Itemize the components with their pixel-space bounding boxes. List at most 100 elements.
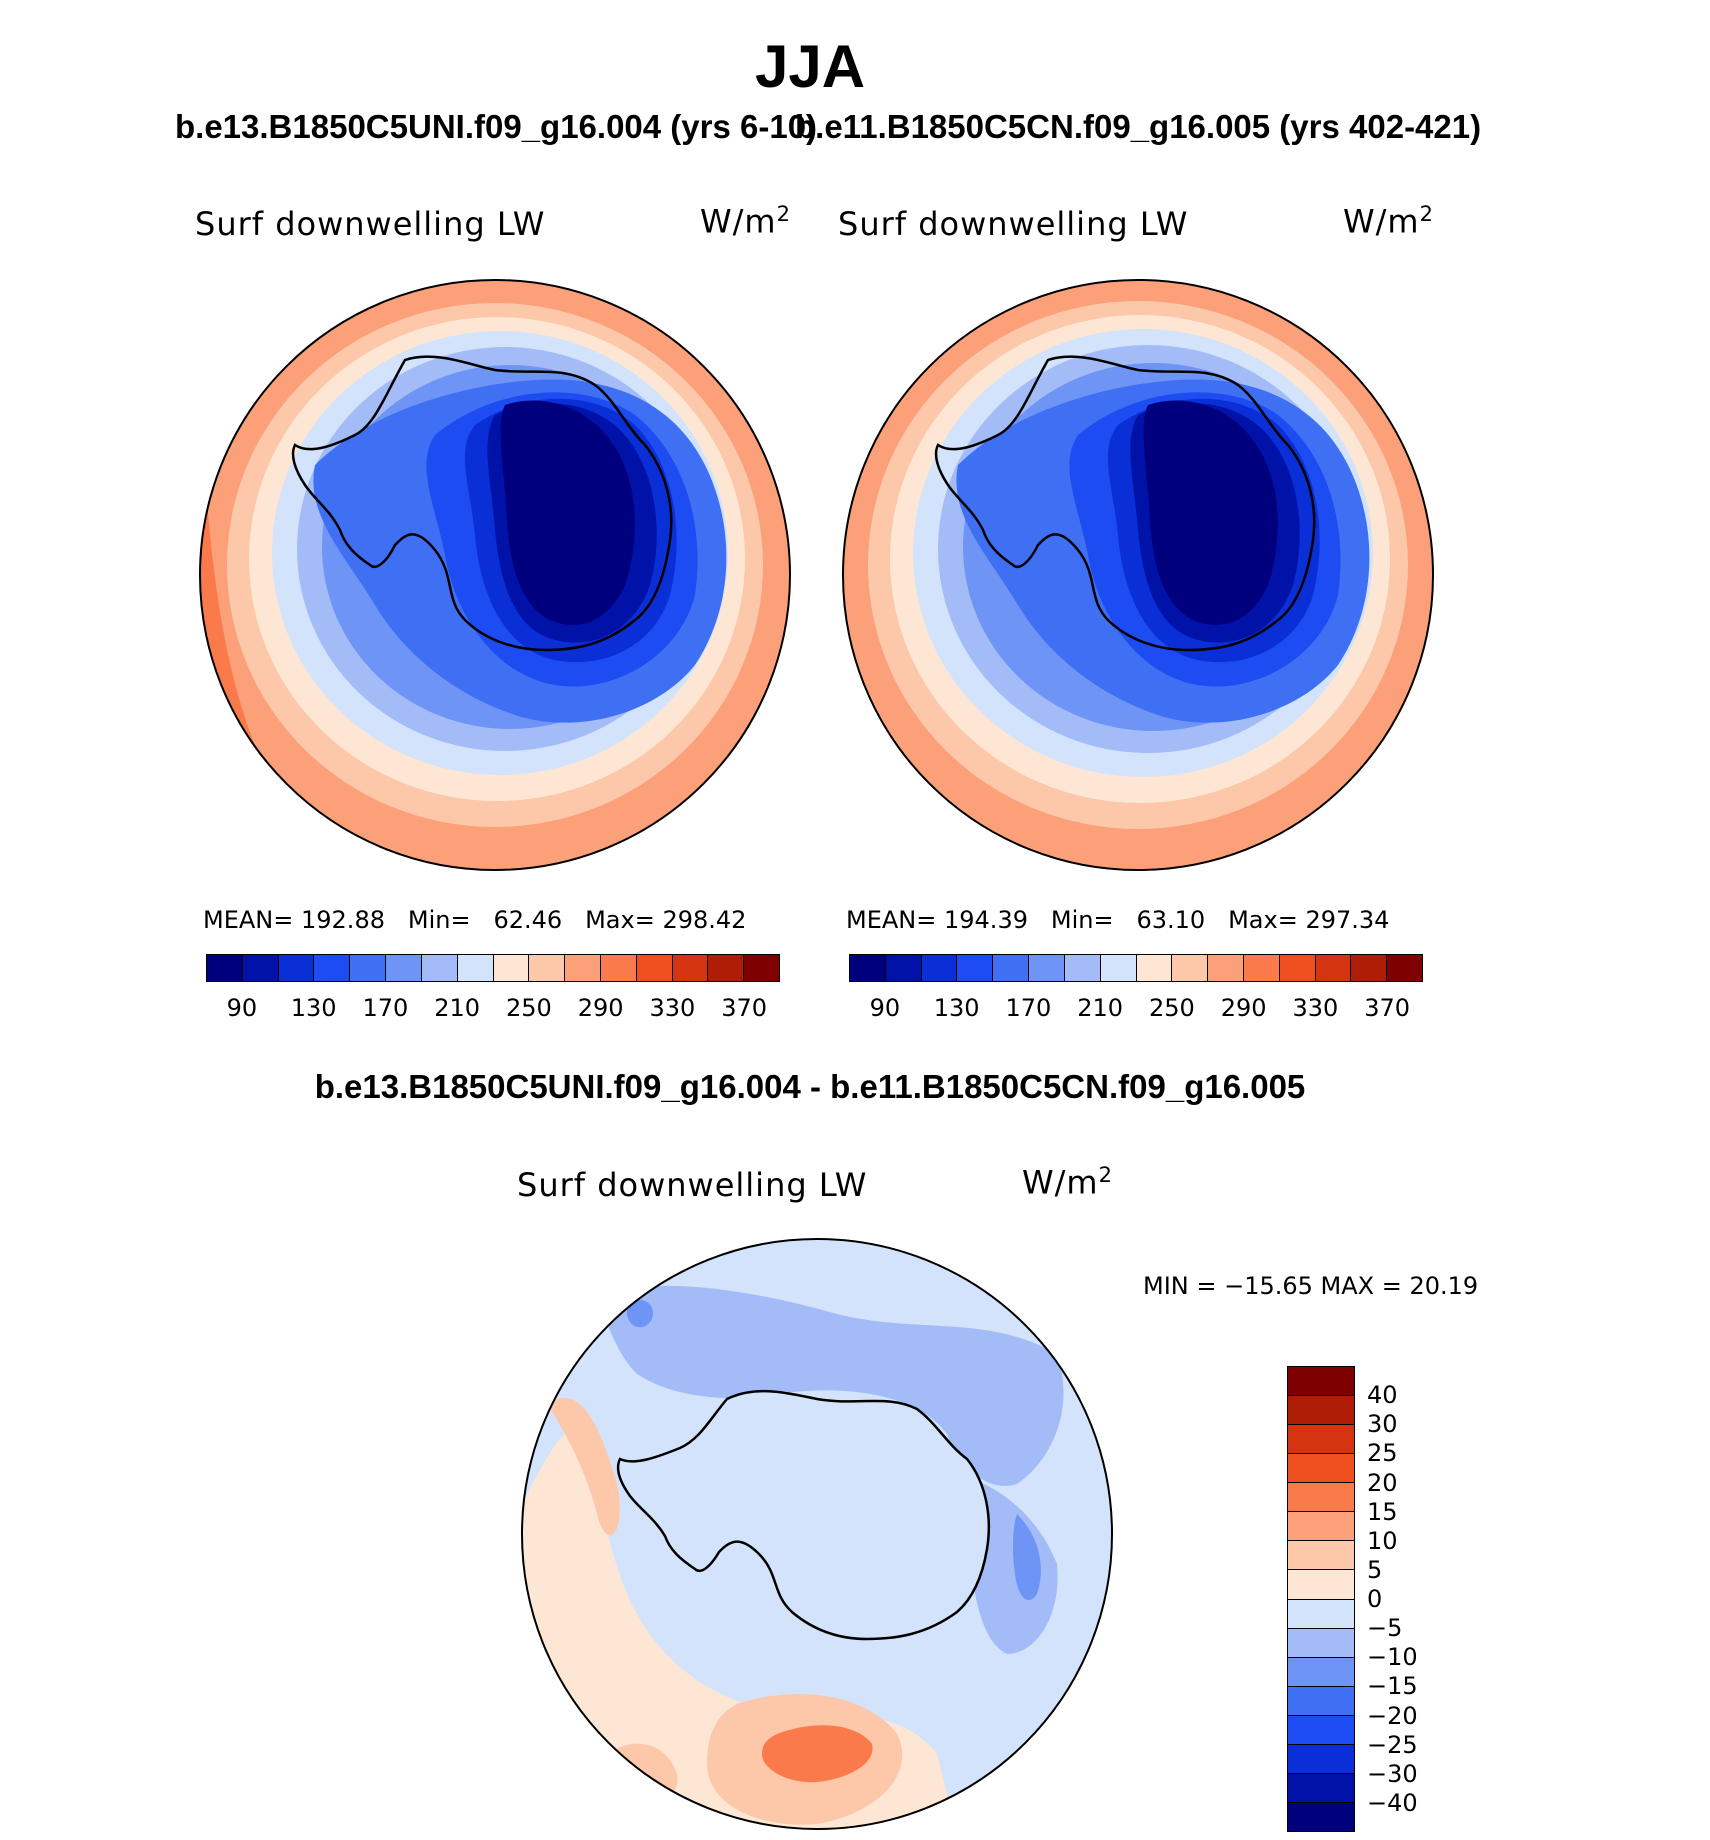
left-map-border <box>199 279 791 871</box>
right-map <box>842 279 1434 871</box>
diff-colorbar-swatch <box>1288 1454 1354 1484</box>
diff-colorbar-tick-label: −10 <box>1367 1643 1418 1672</box>
right-colorbar-swatch <box>993 955 1030 981</box>
left-colorbar-tick-label: 330 <box>649 994 696 1022</box>
diff-map-pos-5-10-west <box>547 1397 620 1536</box>
right-colorbar-swatch <box>850 955 886 981</box>
right-colorbar-swatch <box>1100 955 1137 981</box>
diff-colorbar-tick-label: 5 <box>1367 1555 1383 1584</box>
diff-colorbar-swatch <box>1288 1396 1354 1426</box>
diff-colorbar-tick-label: 30 <box>1367 1410 1398 1439</box>
diff-map <box>521 1238 1113 1830</box>
diff-colorbar-tick-label: 20 <box>1367 1468 1398 1497</box>
right-colorbar-tick-label: 170 <box>1005 994 1052 1022</box>
right-map-antarctica-coast <box>934 355 1316 652</box>
diff-map-pos-15-20 <box>762 1725 873 1783</box>
diff-colorbar-swatch <box>1288 1686 1354 1716</box>
difference-title: b.e13.B1850C5UNI.f09_g16.004 - b.e11.B18… <box>314 1068 1306 1105</box>
right-colorbar-swatch <box>1064 955 1101 981</box>
right-colorbar-swatch <box>1172 955 1209 981</box>
left-colorbar-swatch <box>744 955 779 981</box>
left-colorbar-tick-label: 250 <box>505 994 552 1022</box>
diff-colorbar-swatch <box>1288 1773 1354 1803</box>
diff-colorbar-swatch <box>1288 1541 1354 1571</box>
diff-colorbar-tick-label: 0 <box>1367 1585 1383 1613</box>
right-colorbar-tick-label: 370 <box>1364 994 1411 1022</box>
right-colorbar-tick-label: 130 <box>933 994 980 1022</box>
left-colorbar <box>206 954 780 982</box>
right-map-border <box>842 279 1434 871</box>
diff-colorbar-swatch <box>1288 1744 1354 1774</box>
diff-colorbar-swatch <box>1288 1425 1354 1455</box>
left-colorbar-swatch <box>600 955 637 981</box>
left-colorbar-swatch <box>708 955 745 981</box>
right-colorbar-ticks: 90 130 170 210 250 290 330 370 <box>849 994 1423 1024</box>
left-colorbar-swatch <box>314 955 351 981</box>
diff-colorbar-tick-label: −15 <box>1367 1672 1418 1701</box>
left-colorbar-tick-label: 290 <box>577 994 624 1022</box>
right-colorbar-tick-label: 290 <box>1220 994 1267 1022</box>
left-colorbar-swatch <box>242 955 279 981</box>
right-colorbar <box>849 954 1423 982</box>
diff-colorbar-tick-label: −5 <box>1367 1614 1403 1643</box>
left-map <box>199 279 791 871</box>
left-map-band-90 <box>500 400 635 625</box>
diff-colorbar-tick-label: −25 <box>1367 1730 1418 1759</box>
diff-colorbar-swatch <box>1288 1715 1354 1745</box>
right-colorbar-swatch <box>1315 955 1352 981</box>
left-colorbar-swatch <box>565 955 601 981</box>
diff-colorbar-tick-label: 25 <box>1367 1439 1398 1468</box>
right-colorbar-tick-label: 250 <box>1148 994 1195 1022</box>
left-colorbar-swatch <box>493 955 530 981</box>
right-colorbar-tick-label: 210 <box>1077 994 1124 1022</box>
left-colorbar-tick-label: 370 <box>721 994 768 1022</box>
right-colorbar-swatch <box>1208 955 1244 981</box>
left-colorbar-swatch <box>636 955 673 981</box>
left-colorbar-tick-label: 210 <box>434 994 481 1022</box>
right-colorbar-swatch <box>1387 955 1422 981</box>
diff-colorbar-swatch <box>1288 1628 1354 1658</box>
diff-colorbar-swatch <box>1288 1599 1354 1629</box>
right-colorbar-swatch <box>957 955 994 981</box>
right-colorbar-swatch <box>1029 955 1065 981</box>
diff-colorbar-swatch <box>1288 1367 1354 1397</box>
left-colorbar-tick-label: 90 <box>226 994 258 1022</box>
diff-colorbar-ticks: 40 30 25 20 15 10 5 0 −5 −10 −15 −20 −25 −30 −40 <box>1367 1366 1447 1832</box>
right-stats: MEAN= 194.39 Min= 63.10 Max= 297.34 <box>846 906 1390 934</box>
right-colorbar-swatch <box>1136 955 1173 981</box>
diff-colorbar-tick-label: 10 <box>1367 1526 1398 1555</box>
left-colorbar-swatch <box>457 955 494 981</box>
left-colorbar-tick-label: 130 <box>290 994 337 1022</box>
left-colorbar-swatch <box>672 955 709 981</box>
left-colorbar-ticks: 90 130 170 210 250 290 330 370 <box>206 994 780 1024</box>
diff-colorbar-tick-label: 40 <box>1367 1381 1398 1410</box>
diff-units-label: W/m2 <box>1022 1163 1113 1202</box>
diff-map-antarctica-coast <box>616 1389 991 1641</box>
right-colorbar-swatch <box>921 955 958 981</box>
diff-minmax: MIN = −15.65 MAX = 20.19 <box>1143 1272 1479 1300</box>
diff-map-border <box>521 1238 1113 1830</box>
diff-colorbar-swatch <box>1288 1512 1354 1542</box>
left-colorbar-swatch <box>278 955 315 981</box>
diff-map-neg-10-15-east <box>1012 1514 1041 1601</box>
left-variable-label: Surf downwelling LW <box>195 205 546 243</box>
diff-colorbar-tick-label: −20 <box>1367 1701 1418 1730</box>
left-colorbar-swatch <box>207 955 243 981</box>
right-variable-label: Surf downwelling LW <box>838 205 1189 243</box>
left-colorbar-swatch <box>529 955 566 981</box>
diff-colorbar-swatch <box>1288 1657 1354 1687</box>
right-colorbar-tick-label: 90 <box>869 994 901 1022</box>
diff-colorbar-swatch <box>1288 1483 1354 1513</box>
left-units-label: W/m2 <box>700 202 791 241</box>
right-colorbar-swatch <box>1243 955 1280 981</box>
diff-colorbar-swatch <box>1288 1802 1354 1831</box>
right-case-title: b.e11.B1850C5CN.f09_g16.005 (yrs 402-421… <box>795 108 1482 145</box>
diff-map-continent <box>618 1391 989 1639</box>
left-colorbar-swatch <box>350 955 387 981</box>
figure-title: JJA <box>754 33 866 100</box>
left-map-antarctica-coast <box>291 355 673 652</box>
right-map-band-90 <box>1143 400 1278 625</box>
diff-map-neg-5-10-north <box>597 1285 1064 1486</box>
right-colorbar-tick-label: 330 <box>1292 994 1339 1022</box>
right-colorbar-swatch <box>1279 955 1316 981</box>
